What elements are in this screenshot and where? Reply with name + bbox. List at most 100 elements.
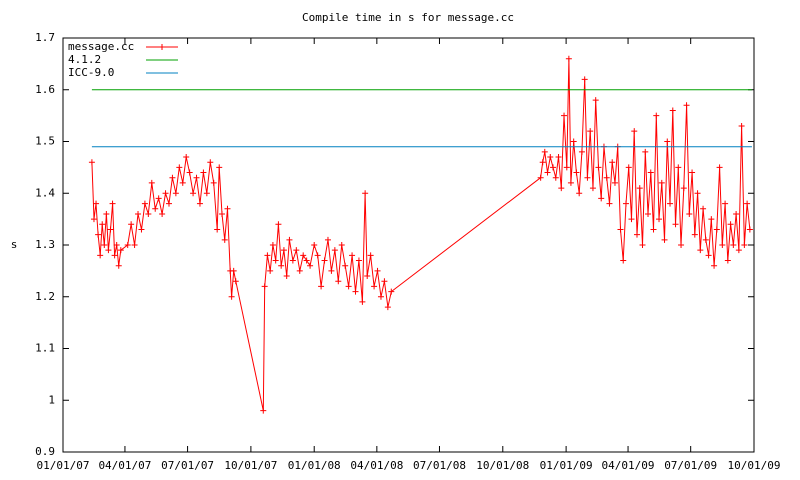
point-marker xyxy=(609,159,616,166)
x-tick-label: 04/01/08 xyxy=(350,459,403,472)
point-marker xyxy=(658,179,665,186)
point-marker xyxy=(303,257,310,264)
x-tick-label: 04/01/09 xyxy=(602,459,655,472)
point-marker xyxy=(216,164,223,171)
point-marker xyxy=(115,262,122,269)
point-marker xyxy=(735,247,742,254)
point-marker xyxy=(746,226,753,233)
point-marker xyxy=(384,304,391,311)
point-marker xyxy=(645,210,652,217)
point-marker xyxy=(221,236,228,243)
point-marker xyxy=(633,231,640,238)
point-marker xyxy=(111,252,118,259)
point-marker xyxy=(620,257,627,264)
point-marker xyxy=(547,154,554,161)
point-marker xyxy=(232,278,239,285)
point-marker xyxy=(280,247,287,254)
point-marker xyxy=(691,231,698,238)
x-tick-label: 10/01/09 xyxy=(728,459,781,472)
point-marker xyxy=(131,242,138,248)
point-marker xyxy=(573,169,580,176)
x-tick-label: 07/01/07 xyxy=(161,459,214,472)
point-marker xyxy=(611,179,618,186)
point-marker xyxy=(162,190,169,197)
point-marker xyxy=(667,200,674,207)
point-marker xyxy=(631,128,638,135)
point-marker xyxy=(647,169,654,176)
point-marker xyxy=(107,226,114,233)
point-marker xyxy=(702,236,709,243)
point-marker xyxy=(653,112,660,119)
point-marker xyxy=(176,164,183,171)
point-marker xyxy=(99,221,106,228)
point-marker xyxy=(724,257,731,264)
point-marker xyxy=(218,210,225,217)
point-marker xyxy=(708,216,715,223)
point-marker xyxy=(264,252,271,259)
point-marker xyxy=(678,242,685,248)
point-marker xyxy=(138,226,145,233)
point-marker xyxy=(537,174,544,181)
point-marker xyxy=(260,407,267,414)
point-marker xyxy=(656,216,663,223)
point-marker xyxy=(324,236,331,243)
point-marker xyxy=(230,267,237,274)
y-tick-label: 0.9 xyxy=(35,445,55,458)
point-marker xyxy=(711,262,718,269)
point-marker xyxy=(589,185,596,192)
point-marker xyxy=(705,252,712,259)
point-marker xyxy=(377,293,384,300)
x-tick-label: 10/01/07 xyxy=(224,459,277,472)
point-marker xyxy=(371,283,378,290)
point-marker xyxy=(214,226,221,233)
point-marker xyxy=(318,283,325,290)
point-marker xyxy=(335,278,342,285)
x-tick-label: 01/01/07 xyxy=(37,459,90,472)
point-marker xyxy=(338,242,345,248)
y-tick-label: 1.7 xyxy=(35,31,55,44)
point-marker xyxy=(345,283,352,290)
point-marker xyxy=(381,278,388,285)
point-marker xyxy=(88,159,95,166)
point-marker xyxy=(128,221,135,228)
point-marker xyxy=(183,154,190,161)
y-tick-label: 1.6 xyxy=(35,83,55,96)
point-marker xyxy=(307,262,314,269)
point-marker xyxy=(124,242,131,248)
chart-title: Compile time in s for message.cc xyxy=(302,11,514,24)
point-marker xyxy=(563,164,570,171)
point-marker xyxy=(730,242,737,248)
point-marker xyxy=(622,200,629,207)
point-marker xyxy=(135,210,142,217)
point-marker xyxy=(300,252,307,259)
point-marker xyxy=(570,138,577,145)
point-marker xyxy=(722,200,729,207)
point-marker xyxy=(272,257,279,264)
point-marker xyxy=(269,242,276,248)
point-marker xyxy=(117,247,124,254)
plot-frame xyxy=(62,37,755,453)
point-marker xyxy=(311,242,318,248)
y-tick-label: 1.2 xyxy=(35,290,55,303)
point-marker xyxy=(105,247,112,254)
y-tick-label: 1 xyxy=(48,393,55,406)
point-marker xyxy=(576,190,583,197)
point-marker xyxy=(603,174,610,181)
point-marker xyxy=(680,185,687,192)
point-marker xyxy=(567,179,574,186)
point-marker xyxy=(364,273,371,280)
point-marker xyxy=(169,174,176,181)
point-marker xyxy=(275,221,282,228)
point-marker xyxy=(700,205,707,212)
point-marker xyxy=(727,221,734,228)
point-marker xyxy=(689,169,696,176)
point-marker xyxy=(388,288,395,295)
point-marker xyxy=(598,195,605,202)
point-marker xyxy=(342,262,349,269)
point-marker xyxy=(578,148,585,155)
point-marker xyxy=(328,267,335,274)
point-marker xyxy=(145,210,152,217)
x-tick-label: 04/01/07 xyxy=(98,459,151,472)
point-marker xyxy=(581,76,588,83)
